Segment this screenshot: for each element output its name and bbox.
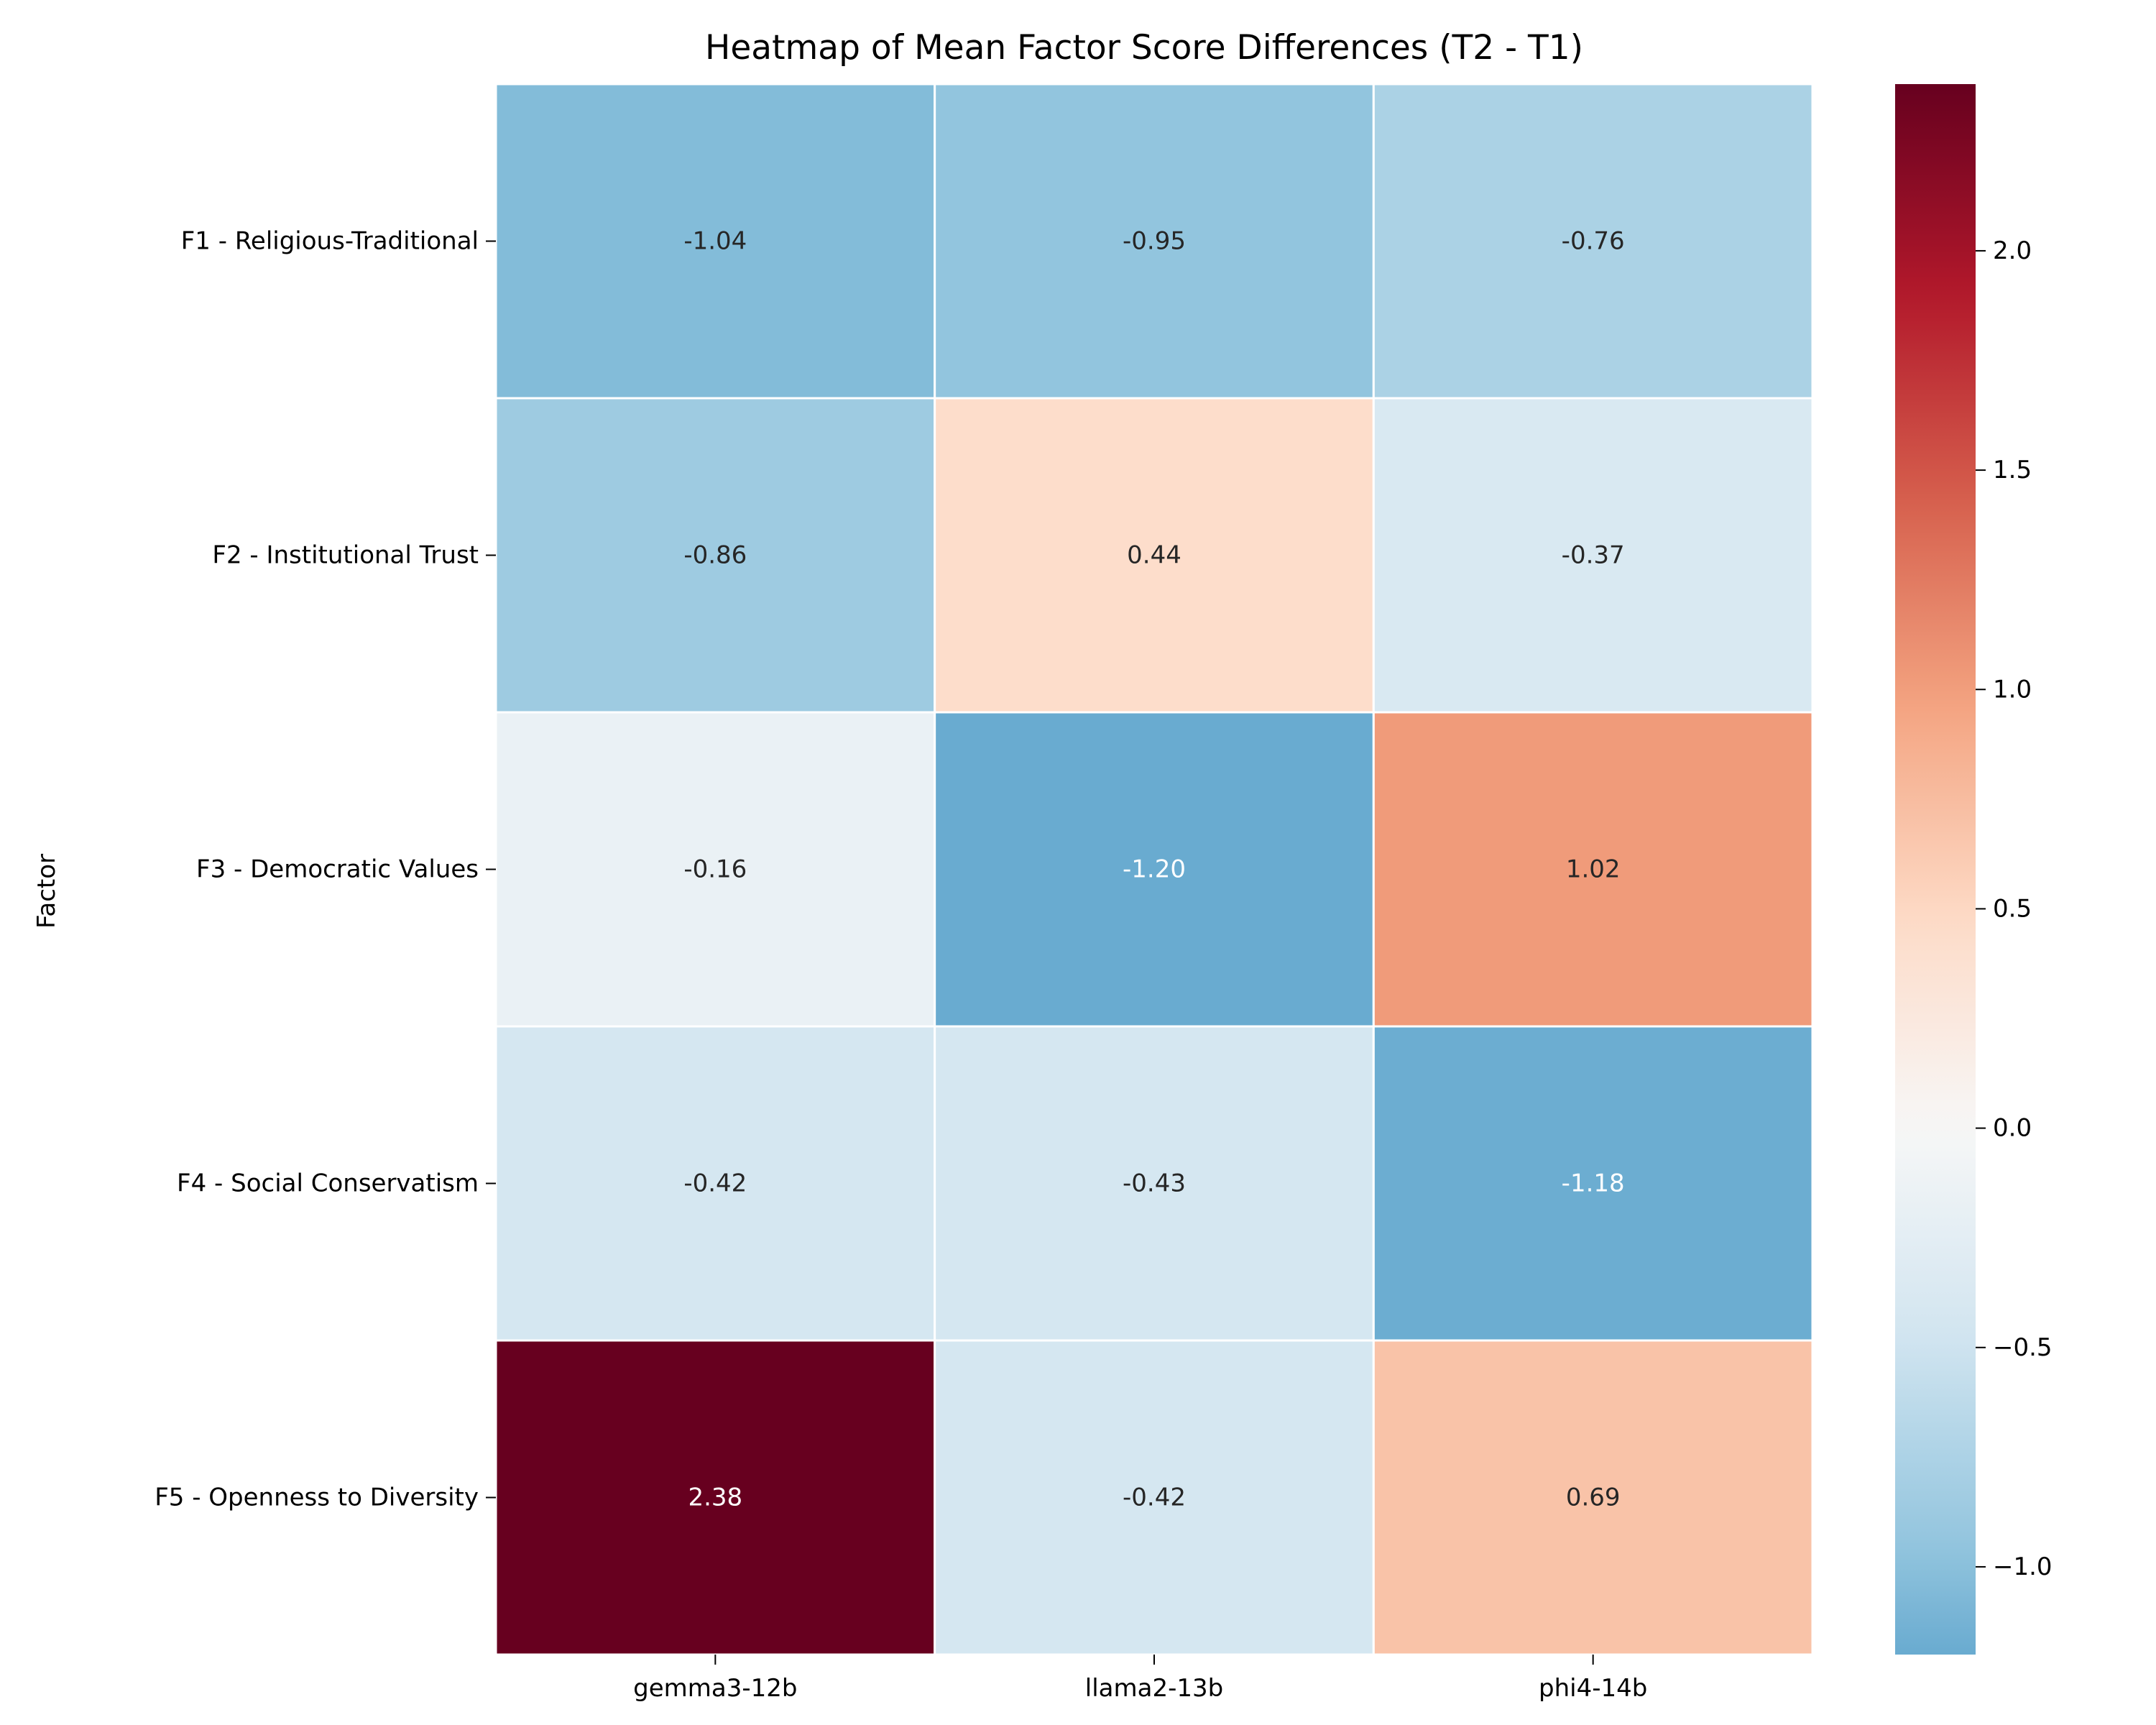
- colorbar-tick-label: −1.0: [1993, 1552, 2053, 1581]
- heatmap-cell: [1372, 83, 1814, 400]
- heatmap-cell: [934, 83, 1375, 400]
- y-tick-label: F1 - Religious-Traditional: [181, 227, 479, 256]
- colorbar-tick-label: 2.0: [1993, 236, 2032, 265]
- cell-value-label: -0.42: [1123, 1484, 1186, 1512]
- colorbar-tick-label: 0.0: [1993, 1114, 2032, 1143]
- y-tick-label: F4 - Social Conservatism: [177, 1169, 479, 1198]
- cell-value-label: 1.02: [1566, 855, 1621, 884]
- x-tick-label: phi4-14b: [1539, 1674, 1647, 1703]
- heatmap-cell: [1372, 1025, 1814, 1342]
- cell-value-label: -0.42: [683, 1169, 747, 1198]
- y-axis-label: Factor: [32, 854, 61, 929]
- cell-value-label: -0.95: [1123, 227, 1186, 256]
- heatmap-cell: [494, 1025, 936, 1342]
- cell-value-label: -0.76: [1562, 227, 1625, 256]
- y-axis: F1 - Religious-Traditional F2 - Instituti…: [155, 227, 496, 1512]
- cell-value-label: -1.18: [1562, 1169, 1625, 1198]
- heatmap-cell: [494, 711, 936, 1028]
- cell-value-label: -0.43: [1123, 1169, 1186, 1198]
- colorbar-tick-label: −0.5: [1993, 1333, 2053, 1362]
- y-tick-label: F3 - Democratic Values: [196, 855, 479, 884]
- heatmap-cell: [934, 1339, 1375, 1656]
- cell-value-label: 2.38: [688, 1484, 742, 1512]
- x-tick-label: gemma3-12b: [633, 1674, 797, 1703]
- colorbar: −1.0 −0.5 0.0 0.5 1.0 1.5 2.0: [1895, 84, 2053, 1655]
- cell-value-label: 0.69: [1566, 1484, 1621, 1512]
- cell-value-label: 0.44: [1127, 541, 1181, 570]
- x-axis: gemma3-12b llama2-13b phi4-14b: [633, 1655, 1647, 1703]
- heatmap-cell: [494, 397, 936, 714]
- colorbar-tick-label: 1.5: [1993, 456, 2032, 484]
- heatmap-cell: [934, 397, 1375, 714]
- heatmap-cell: [494, 83, 936, 400]
- cell-value-label: -0.16: [683, 855, 747, 884]
- heatmap-cell: [1372, 397, 1814, 714]
- y-tick-label: F5 - Openness to Diversity: [155, 1484, 479, 1512]
- cell-value-label: -1.20: [1123, 855, 1186, 884]
- y-tick-label: F2 - Institutional Trust: [212, 541, 479, 570]
- heatmap-cell: [934, 711, 1375, 1028]
- cell-value-label: -1.04: [683, 227, 747, 256]
- chart-title: Heatmap of Mean Factor Score Differences…: [705, 28, 1583, 68]
- cell-value-label: -0.37: [1562, 541, 1625, 570]
- heatmap-cell: [494, 1339, 936, 1656]
- x-tick-label: llama2-13b: [1085, 1674, 1223, 1703]
- cell-value-label: -0.86: [683, 541, 747, 570]
- colorbar-tick-label: 0.5: [1993, 894, 2032, 923]
- colorbar-tick-label: 1.0: [1993, 675, 2032, 704]
- colorbar-gradient: [1895, 84, 1976, 1655]
- heatmap-cell: [1372, 1339, 1814, 1656]
- heatmap-cell-labels: -1.04 -0.95 -0.76 -0.86 0.44 -0.37 -0.16 -1.20 1…: [683, 227, 1624, 1512]
- heatmap-cells: [494, 83, 1814, 1656]
